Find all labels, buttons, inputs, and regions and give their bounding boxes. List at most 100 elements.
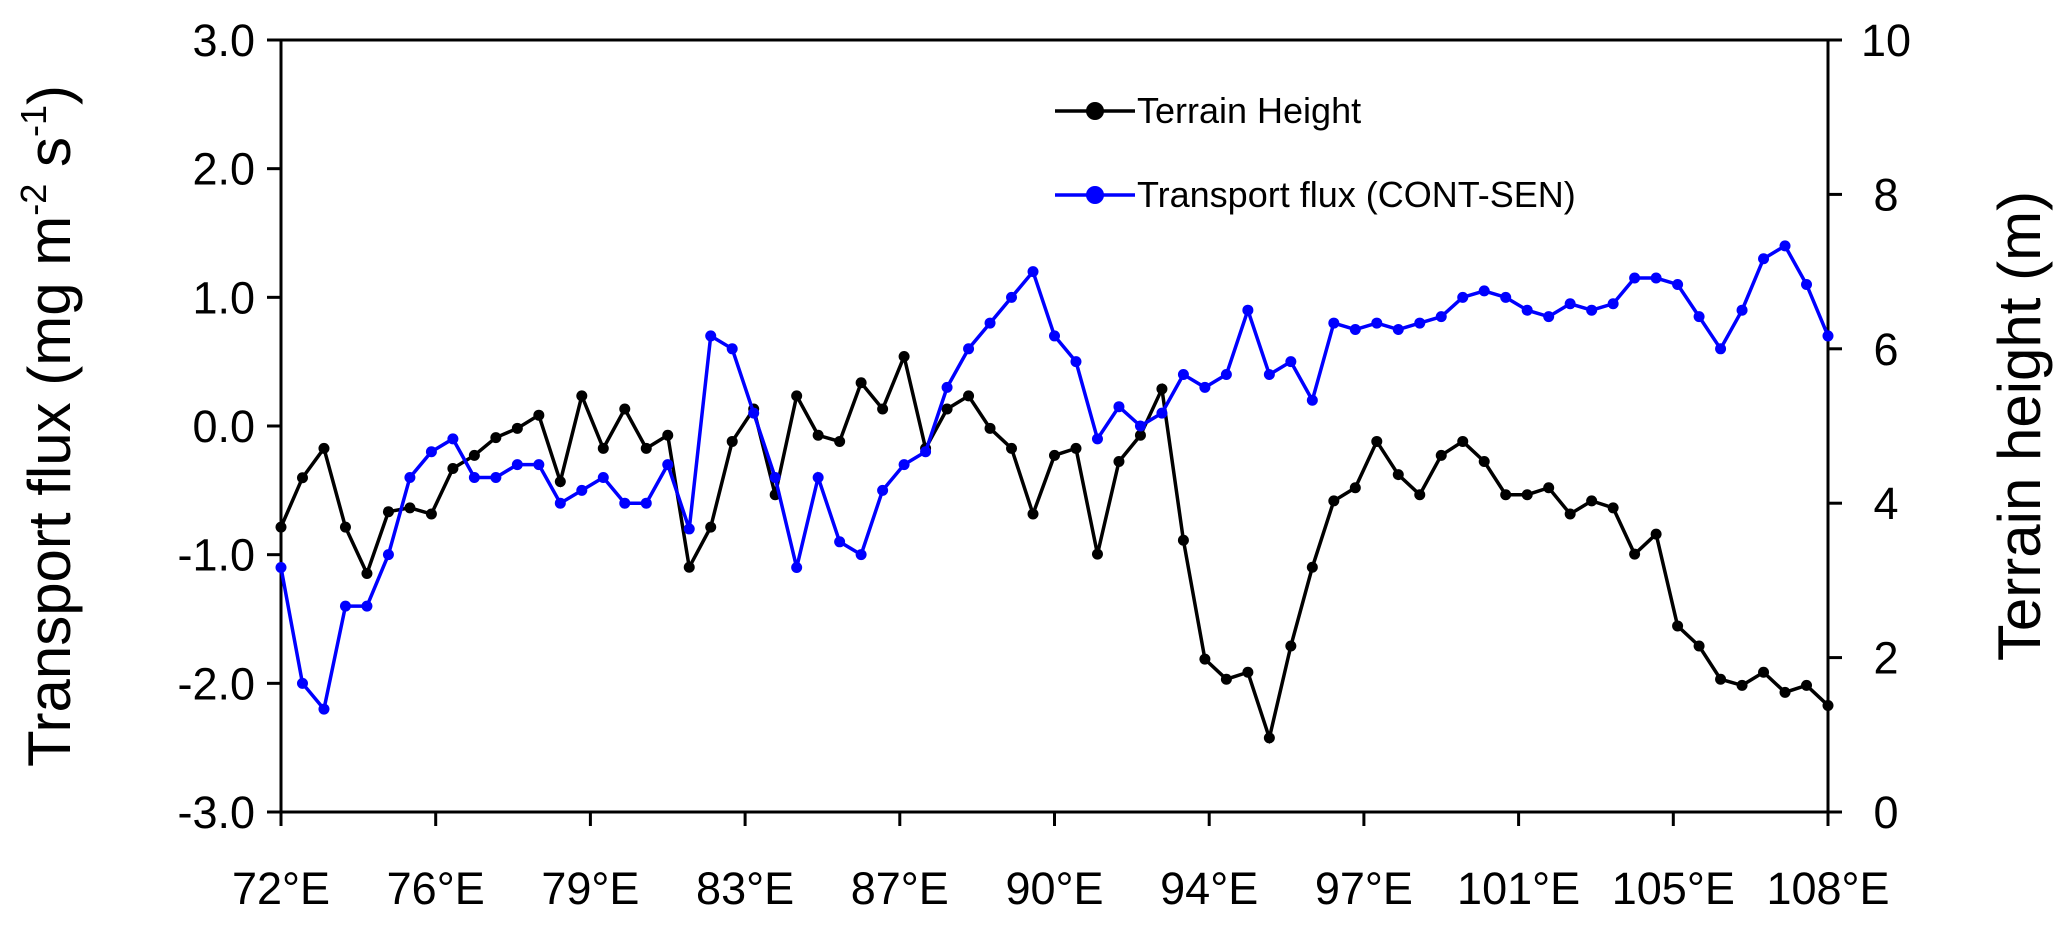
data-point: [1113, 456, 1125, 468]
data-point: [576, 484, 588, 496]
y-tick-label: 2.0: [192, 144, 255, 195]
data-point: [1242, 304, 1254, 316]
data-point: [1113, 401, 1125, 413]
data-point: [1715, 673, 1727, 685]
data-point: [1220, 369, 1232, 381]
y-tick-label: -2.0: [177, 658, 255, 709]
data-point: [1801, 278, 1813, 290]
legend-label: Transport flux (CONT-SEN): [1137, 174, 1576, 215]
data-point: [1500, 489, 1512, 501]
data-point: [511, 422, 523, 434]
data-point: [1349, 482, 1361, 494]
data-point: [1435, 449, 1447, 461]
data-point: [296, 677, 308, 689]
data-point: [705, 521, 717, 533]
data-point: [361, 567, 373, 579]
data-point: [1736, 304, 1748, 316]
data-point: [1414, 489, 1426, 501]
data-point: [425, 508, 437, 520]
data-point: [941, 403, 953, 415]
data-point: [1027, 266, 1039, 278]
data-point: [318, 703, 330, 715]
y2-tick-label: 2: [1873, 633, 1898, 684]
data-point: [1285, 640, 1297, 652]
data-point: [1521, 304, 1533, 316]
data-point: [1478, 456, 1490, 468]
data-point: [1478, 285, 1490, 297]
data-point: [1006, 291, 1018, 303]
data-point: [1134, 420, 1146, 432]
data-point: [812, 429, 824, 441]
y-tick-label: 0.0: [192, 401, 255, 452]
data-point: [1586, 495, 1598, 507]
y2-tick-label: 6: [1873, 324, 1898, 375]
data-point: [1414, 317, 1426, 329]
data-point: [619, 497, 631, 509]
data-point: [1650, 528, 1662, 540]
data-point: [769, 471, 781, 483]
y-title-sup: -2: [13, 184, 54, 216]
data-point: [1049, 330, 1060, 342]
data-point: [877, 484, 889, 496]
data-point: [748, 407, 760, 419]
data-point: [1070, 356, 1082, 368]
data-point: [1779, 240, 1791, 252]
data-point: [1543, 482, 1555, 494]
y-tick-label: 3.0: [192, 15, 255, 66]
data-point: [447, 433, 459, 445]
data-point: [511, 459, 523, 471]
data-point: [1349, 324, 1361, 335]
data-point: [1629, 548, 1641, 560]
data-point: [1371, 317, 1383, 329]
legend-marker: [1086, 186, 1104, 204]
data-point: [1457, 291, 1469, 303]
data-point: [318, 442, 330, 454]
data-point: [296, 472, 308, 484]
data-point: [1199, 381, 1211, 393]
data-point: [404, 471, 416, 483]
y-title-part: Transport flux (mg m: [16, 216, 83, 767]
y2-tick-label: 0: [1873, 787, 1898, 838]
x-tick-label: 83°E: [696, 863, 794, 914]
data-point: [1328, 495, 1340, 507]
x-tick-label: 105°E: [1612, 863, 1735, 914]
y2-tick-label: 8: [1873, 169, 1898, 220]
data-point: [662, 459, 674, 471]
data-point: [425, 446, 437, 458]
data-point: [683, 523, 695, 535]
y-tick-label: 1.0: [192, 272, 255, 323]
data-point: [597, 442, 609, 454]
data-point: [1672, 620, 1684, 632]
y2-tick-label: 4: [1873, 478, 1898, 529]
data-point: [1650, 272, 1662, 284]
data-point: [1263, 369, 1275, 381]
data-point: [791, 390, 803, 402]
x-tick-label: 108°E: [1766, 863, 1889, 914]
data-point: [1801, 679, 1813, 691]
x-tick-label: 94°E: [1160, 863, 1258, 914]
legend-marker: [1086, 102, 1104, 120]
data-point: [1779, 686, 1791, 698]
data-point: [834, 435, 846, 447]
data-point: [275, 521, 287, 533]
data-point: [662, 429, 674, 441]
data-point: [1693, 640, 1705, 652]
data-point: [1521, 489, 1533, 501]
data-point: [1607, 298, 1619, 310]
data-point: [1607, 502, 1619, 514]
data-point: [898, 459, 910, 471]
data-point: [1263, 732, 1275, 744]
y2-tick-label: 10: [1861, 15, 1911, 66]
data-point: [726, 343, 738, 355]
data-point: [834, 536, 846, 548]
data-point: [855, 377, 867, 389]
x-tick-label: 97°E: [1315, 863, 1413, 914]
data-point: [554, 497, 566, 509]
y-tick-label: -3.0: [177, 787, 255, 838]
data-point: [1629, 272, 1641, 284]
data-point: [898, 351, 910, 363]
data-point: [1457, 435, 1469, 447]
data-point: [791, 562, 803, 574]
data-point: [1672, 278, 1684, 290]
data-point: [1500, 291, 1512, 303]
